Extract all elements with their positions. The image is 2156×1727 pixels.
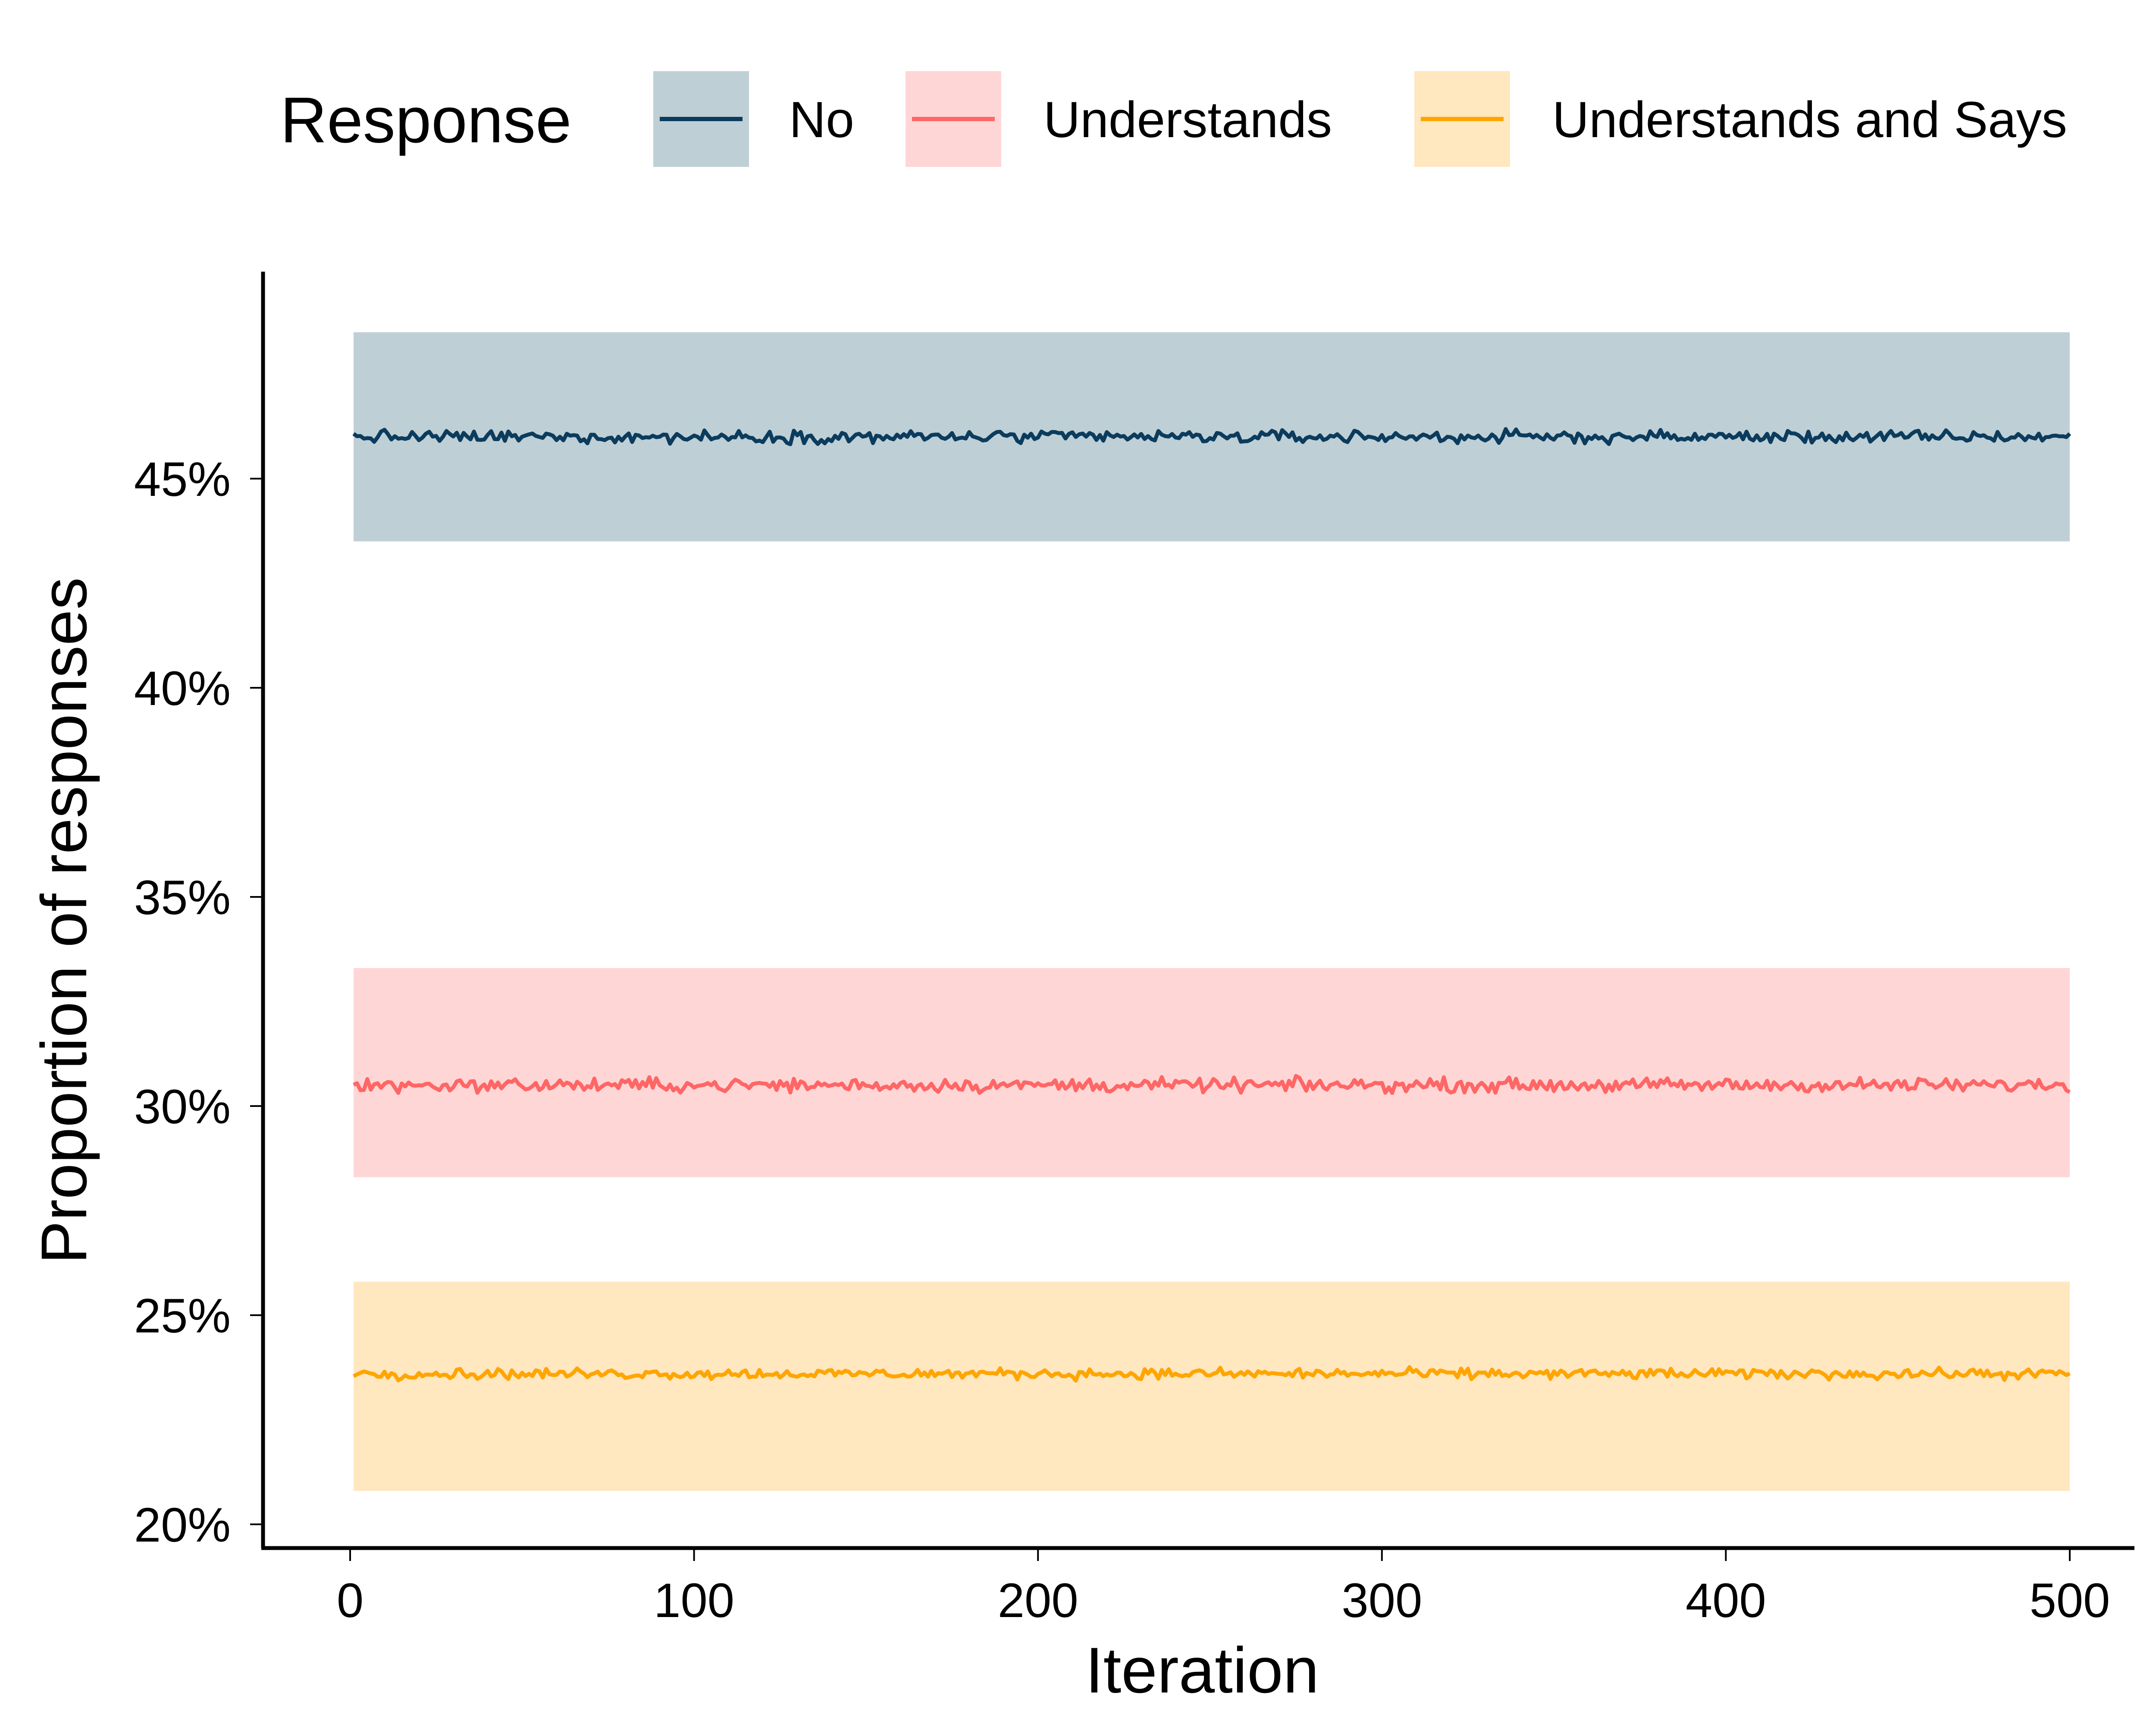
legend-label: Understands <box>1044 91 1332 148</box>
legend-item-no: No <box>653 71 854 167</box>
band-understands-and-says <box>353 1282 2070 1491</box>
legend-item-understands-and-says: Understands and Says <box>1414 71 2067 167</box>
y-tick-label: 45% <box>134 452 231 506</box>
legend-title: Response <box>280 84 571 156</box>
y-tick-label: 35% <box>134 871 231 925</box>
legend-label: No <box>789 91 854 148</box>
x-tick-label: 300 <box>1341 1573 1422 1627</box>
x-tick-label: 400 <box>1686 1573 1766 1627</box>
x-tick-label: 500 <box>2030 1573 2110 1627</box>
y-axis-title: Proportion of responses <box>28 577 100 1264</box>
legend: Response No Understands Understands and Sa… <box>280 71 2067 167</box>
x-axis-title: Iteration <box>1085 1634 1319 1706</box>
y-tick-label: 25% <box>134 1289 231 1343</box>
x-tick-label: 0 <box>337 1573 364 1627</box>
y-tick-label: 30% <box>134 1080 231 1134</box>
x-ticks: 0 100 200 300 400 500 <box>337 1548 2110 1627</box>
y-tick-label: 20% <box>134 1498 231 1552</box>
series-line-no <box>352 427 2071 446</box>
legend-item-understands: Understands <box>906 71 1332 167</box>
legend-label: Understands and Says <box>1552 91 2067 148</box>
band-understands <box>353 968 2070 1177</box>
y-ticks: 20% 25% 30% 35% 40% 45% <box>134 452 263 1552</box>
series-line-understands <box>353 1074 2071 1095</box>
plot-lines <box>352 427 2071 1383</box>
y-tick-label: 40% <box>134 661 231 715</box>
series-line-understands-and-says <box>352 1365 2071 1383</box>
x-tick-label: 100 <box>654 1573 734 1627</box>
x-tick-label: 200 <box>998 1573 1078 1627</box>
